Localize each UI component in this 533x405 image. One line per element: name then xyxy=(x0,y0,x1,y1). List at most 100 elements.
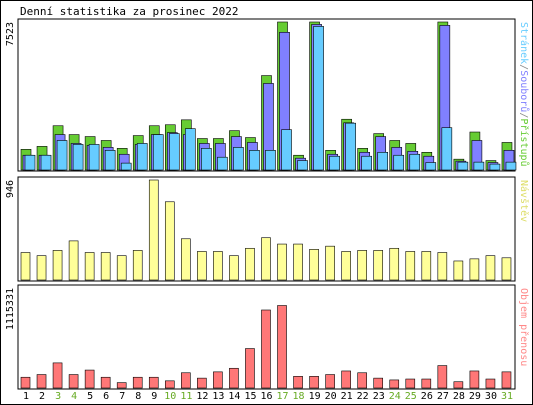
bar-visits-day-24 xyxy=(389,247,400,281)
bar-stránek-day-9 xyxy=(152,134,164,171)
side-label-part: Návštěv xyxy=(518,180,530,222)
bar-bytes-day-1 xyxy=(20,376,31,389)
bar-bytes-day-12 xyxy=(197,377,207,389)
x-tick-label: 6 xyxy=(103,391,109,402)
bar-visits-day-1 xyxy=(20,252,31,281)
x-tick-label: 29 xyxy=(469,391,481,402)
bar-stránek-day-21 xyxy=(345,122,356,171)
bar-bytes-day-27 xyxy=(437,365,448,389)
bar-visits-day-5 xyxy=(84,252,95,281)
bar-bytes-day-6 xyxy=(100,376,111,389)
bar-bytes-day-15 xyxy=(245,348,255,389)
bar-visits-day-21 xyxy=(341,251,351,281)
bar-stránek-day-30 xyxy=(489,163,501,171)
bar-stránek-day-14 xyxy=(233,147,244,171)
x-tick-label: 25 xyxy=(405,391,417,402)
bar-stránek-day-2 xyxy=(40,154,52,171)
bar-bytes-day-2 xyxy=(36,374,47,389)
bar-stránek-day-29 xyxy=(473,161,485,171)
bar-visits-day-28 xyxy=(453,260,464,281)
bar-bytes-day-8 xyxy=(132,376,143,389)
bar-stránek-day-18 xyxy=(297,160,308,171)
bar-visits-day-12 xyxy=(197,251,207,281)
bar-stránek-day-12 xyxy=(201,148,212,171)
bar-stránek-day-28 xyxy=(457,161,469,171)
bar-bytes-day-21 xyxy=(341,370,351,389)
chart-panels: 7523 Stránek/Souborů/Přístupů 946 Návštěv 11… xyxy=(5,18,530,390)
bar-bytes-day-9 xyxy=(148,376,159,389)
x-tick-label: 1 xyxy=(23,391,29,402)
bar-stránek-day-16 xyxy=(265,150,276,171)
bar-visits-day-26 xyxy=(421,251,432,281)
bar-visits-day-3 xyxy=(52,250,63,281)
bar-bytes-day-14 xyxy=(229,367,239,389)
bar-visits-day-30 xyxy=(485,255,496,281)
x-tick-label: 24 xyxy=(389,391,401,402)
bar-visits-day-9 xyxy=(148,179,159,281)
x-tick-label: 28 xyxy=(453,391,465,402)
x-tick-label: 4 xyxy=(71,391,77,402)
bar-bytes-day-11 xyxy=(181,372,191,389)
x-tick-label: 12 xyxy=(196,391,208,402)
panel-side-label: Návštěv xyxy=(518,180,530,222)
bar-bytes-day-20 xyxy=(325,374,335,389)
bar-visits-day-7 xyxy=(116,255,127,281)
side-label-part: / xyxy=(518,112,529,118)
x-tick-label: 31 xyxy=(501,391,513,402)
bar-visits-day-6 xyxy=(100,252,111,281)
bar-visits-day-23 xyxy=(373,250,384,281)
bar-bytes-day-17 xyxy=(277,305,287,389)
bar-bytes-day-19 xyxy=(309,376,319,389)
bar-visits-day-14 xyxy=(229,255,239,281)
panel-side-label: Stránek/Souborů/Přístupů xyxy=(518,22,530,167)
bar-stránek-day-23 xyxy=(377,151,389,171)
x-tick-label: 23 xyxy=(373,391,385,402)
side-label-part: Souborů xyxy=(518,70,530,112)
bar-visits-day-19 xyxy=(309,249,319,281)
panel-max-label: 7523 xyxy=(5,22,16,46)
bar-visits-day-18 xyxy=(293,243,303,281)
bar-bytes-day-13 xyxy=(213,371,223,389)
bar-bytes-day-31 xyxy=(501,371,512,389)
panel-side-label: Objem přenosu xyxy=(518,288,530,366)
x-tick-label: 19 xyxy=(309,391,321,402)
bar-stránek-day-27 xyxy=(441,127,453,171)
x-tick-label: 8 xyxy=(135,391,141,402)
chart-title: Denní statistika za prosinec 2022 xyxy=(20,5,239,18)
panel-max-label: 946 xyxy=(5,180,16,198)
bar-bytes-day-4 xyxy=(68,374,79,389)
bar-stránek-day-24 xyxy=(393,154,405,171)
bar-stránek-day-10 xyxy=(168,133,180,171)
side-label-part: / xyxy=(518,64,529,70)
side-label-part: Stránek xyxy=(518,22,530,64)
x-tick-label: 10 xyxy=(164,391,176,402)
x-tick-label: 13 xyxy=(212,391,224,402)
bar-bytes-day-10 xyxy=(164,380,175,389)
bar-stránek-day-19 xyxy=(313,26,324,171)
panel-max-label: 1115331 xyxy=(5,288,16,330)
bar-bytes-day-18 xyxy=(293,376,303,389)
bar-stránek-day-20 xyxy=(329,155,340,171)
bar-stránek-day-1 xyxy=(24,154,36,171)
x-tick-label: 3 xyxy=(55,391,61,402)
bar-visits-day-20 xyxy=(325,245,335,281)
x-tick-label: 15 xyxy=(244,391,256,402)
x-tick-label: 17 xyxy=(277,391,289,402)
bar-visits-day-31 xyxy=(501,257,512,281)
bar-stránek-day-5 xyxy=(88,144,100,171)
bar-visits-day-15 xyxy=(245,247,255,281)
x-axis-day-labels: 1 2 3 4 5 6 7 8 9 10 11 12 13 14 15 16 17 18 19 20 21 22 23 24 2… xyxy=(23,391,513,402)
side-label-part: Objem přenosu xyxy=(518,288,530,366)
x-tick-label: 27 xyxy=(437,391,449,402)
x-tick-label: 5 xyxy=(87,391,93,402)
bar-stránek-day-25 xyxy=(409,153,421,171)
bar-bytes-day-28 xyxy=(453,381,464,389)
bar-visits-day-10 xyxy=(164,201,175,281)
bar-bytes-day-25 xyxy=(405,378,416,389)
bar-stránek-day-6 xyxy=(104,150,116,171)
bar-visits-day-22 xyxy=(357,250,367,281)
bar-visits-day-2 xyxy=(36,255,47,281)
bar-visits-day-27 xyxy=(437,252,448,281)
bar-stránek-day-22 xyxy=(361,155,372,171)
